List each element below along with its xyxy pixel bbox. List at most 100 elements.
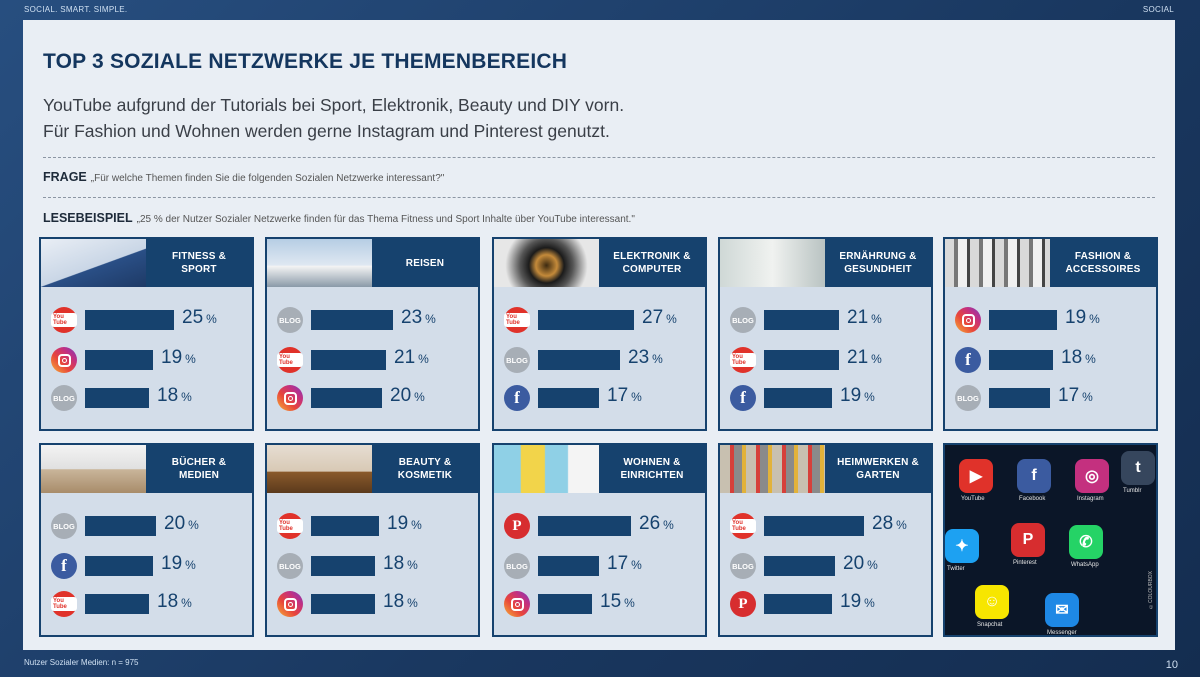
bar-row: BLOG 17% <box>494 551 705 581</box>
tools-photo <box>720 445 825 493</box>
cosmetics-photo <box>267 445 372 493</box>
youtube-icon: You Tube <box>730 347 756 373</box>
bar-row: f 19% <box>41 551 252 581</box>
tumblr-app-icon: t <box>1121 451 1155 485</box>
blog-icon: BLOG <box>504 347 530 373</box>
snapchat-app-icon: ☺ <box>975 585 1009 619</box>
page-title: TOP 3 SOZIALE NETZWERKE JE THEMENBEREICH <box>43 50 568 73</box>
category-label: FASHION & ACCESSOIRES <box>1065 251 1141 275</box>
bar-row: f 18% <box>945 345 1156 375</box>
pinterest-app-icon: P <box>1011 523 1045 557</box>
chart-card: BEAUTY & KOSMETIK You Tube 19% BLOG 18% 18% <box>265 443 480 637</box>
bar-row: 18% <box>267 589 478 619</box>
bar-value-label: 23% <box>628 347 663 368</box>
card-header: FITNESS & SPORT <box>41 239 252 287</box>
question-label: FRAGE <box>43 170 87 184</box>
bar-value-label: 15% <box>600 591 635 612</box>
bar-value-label: 18% <box>383 591 418 612</box>
bar-row: You Tube 25% <box>41 305 252 335</box>
bar <box>85 388 149 408</box>
app-label: Tumblr <box>1123 488 1142 494</box>
app-label: Pinterest <box>1013 560 1037 566</box>
bar-row: You Tube 21% <box>267 345 478 375</box>
bar-row: f 17% <box>494 383 705 413</box>
card-body: BLOG 21% You Tube 21% f 19% <box>720 287 931 429</box>
card-body: 19% f 18% BLOG 17% <box>945 287 1156 429</box>
camera-lens-photo <box>494 239 599 287</box>
bar <box>311 350 386 370</box>
bar-row: BLOG 20% <box>720 551 931 581</box>
facebook-icon: f <box>51 553 77 579</box>
blog-icon: BLOG <box>51 513 77 539</box>
pinterest-icon: P <box>504 513 530 539</box>
divider <box>43 157 1155 158</box>
bar <box>311 594 375 614</box>
bar <box>764 388 832 408</box>
card-header: REISEN <box>267 239 478 287</box>
card-body: You Tube 25% 19% BLOG 18% <box>41 287 252 429</box>
card-body: BLOG 23% You Tube 21% 20% <box>267 287 478 429</box>
subtitle-line-2: Für Fashion und Wohnen werden gerne Inst… <box>43 121 610 141</box>
youtube-icon: You Tube <box>51 307 77 333</box>
bar <box>764 594 832 614</box>
question-line: FRAGE „Für welche Themen finden Sie die f… <box>43 170 444 184</box>
instagram-icon <box>277 591 303 617</box>
youtube-icon: You Tube <box>730 513 756 539</box>
bar-row: BLOG 23% <box>494 345 705 375</box>
app-label: WhatsApp <box>1071 562 1099 568</box>
bar <box>538 594 592 614</box>
dumbbell-photo <box>41 239 146 287</box>
bar-row: You Tube 21% <box>720 345 931 375</box>
bar <box>764 350 839 370</box>
bar <box>311 516 379 536</box>
card-body: BLOG 20% f 19% You Tube 18% <box>41 493 252 635</box>
blog-icon: BLOG <box>730 553 756 579</box>
airplane-photo <box>267 239 372 287</box>
facebook-icon: f <box>955 347 981 373</box>
bar-row: BLOG 17% <box>945 383 1156 413</box>
bar <box>311 388 382 408</box>
bar-value-label: 19% <box>840 385 875 406</box>
bar-value-label: 18% <box>1061 347 1096 368</box>
app-label: Messenger <box>1047 630 1077 636</box>
bar <box>764 556 835 576</box>
bar-row: 19% <box>945 305 1156 335</box>
bar <box>311 556 375 576</box>
bar <box>85 556 153 576</box>
example-text: „25 % der Nutzer Sozialer Netzwerke find… <box>136 214 635 225</box>
bar-row: P 19% <box>720 589 931 619</box>
bar <box>989 310 1057 330</box>
bar <box>989 388 1050 408</box>
youtube-icon: You Tube <box>51 591 77 617</box>
bar <box>85 516 156 536</box>
instagram-icon <box>955 307 981 333</box>
page-number: 10 <box>1165 659 1178 671</box>
category-label: FITNESS & SPORT <box>171 251 227 275</box>
app-label: YouTube <box>961 496 985 502</box>
bar <box>764 310 839 330</box>
chart-card: HEIMWERKEN & GARTEN You Tube 28% BLOG 20% P 19… <box>718 443 933 637</box>
category-label: ERNÄHRUNG & GESUNDHEIT <box>839 251 917 275</box>
blog-icon: BLOG <box>277 553 303 579</box>
bar-value-label: 18% <box>157 385 192 406</box>
instagram-icon <box>504 591 530 617</box>
bar-value-label: 19% <box>387 513 422 534</box>
card-body: You Tube 19% BLOG 18% 18% <box>267 493 478 635</box>
chart-card: BÜCHER & MEDIEN BLOG 20% f 19% You Tube 18% <box>39 443 254 637</box>
messenger-app-icon: ✉ <box>1045 593 1079 627</box>
bar-value-label: 28% <box>872 513 907 534</box>
bar-value-label: 18% <box>157 591 192 612</box>
bar-row: BLOG 20% <box>41 511 252 541</box>
bar-value-label: 21% <box>847 347 882 368</box>
card-body: You Tube 27% BLOG 23% f 17% <box>494 287 705 429</box>
bar-value-label: 19% <box>161 553 196 574</box>
facebook-icon: f <box>504 385 530 411</box>
bar-value-label: 18% <box>383 553 418 574</box>
card-body: P 26% BLOG 17% 15% <box>494 493 705 635</box>
card-body: You Tube 28% BLOG 20% P 19% <box>720 493 931 635</box>
bar-row: P 26% <box>494 511 705 541</box>
bar-row: BLOG 18% <box>267 551 478 581</box>
bar-value-label: 27% <box>642 307 677 328</box>
facebook-icon: f <box>730 385 756 411</box>
bar-value-label: 17% <box>1058 385 1093 406</box>
